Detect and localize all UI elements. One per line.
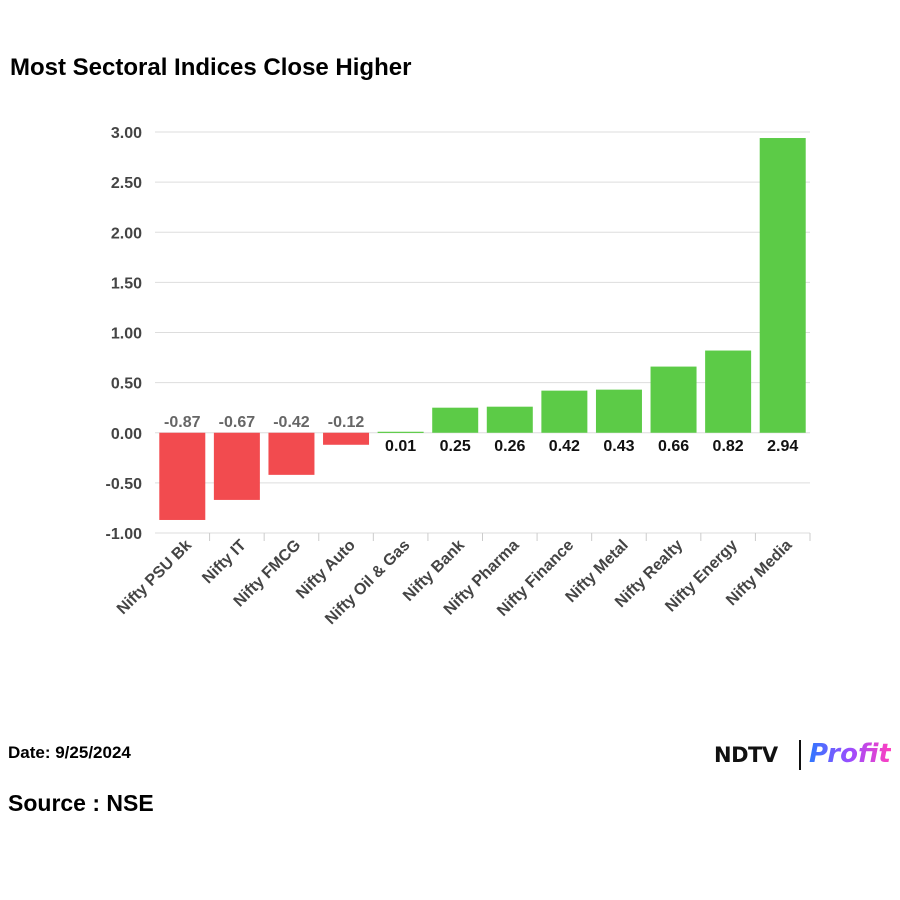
- y-tick-label: 3.00: [111, 125, 142, 142]
- bar-chart: 3.00 2.50 2.00 1.50 1.00 0.50 0.00 -0.50 -1.00 -0…: [106, 125, 811, 628]
- bar: [759, 138, 806, 433]
- y-tick-label: -0.50: [106, 476, 143, 493]
- y-tick-label: 2.00: [111, 225, 142, 242]
- data-label: -0.67: [219, 414, 256, 431]
- logo-product: Profit: [809, 739, 891, 769]
- data-label: -0.12: [328, 414, 365, 431]
- y-tick-label: 1.00: [111, 326, 142, 343]
- bar: [323, 432, 370, 445]
- bar: [650, 366, 697, 433]
- y-tick-label: 2.50: [111, 175, 142, 192]
- date-label: Date: 9/25/2024: [8, 743, 131, 762]
- bar: [213, 432, 260, 500]
- data-label: -0.87: [164, 414, 201, 431]
- source-label: Source : NSE: [8, 790, 154, 816]
- data-label: 2.94: [767, 438, 798, 455]
- data-label: 0.43: [603, 438, 634, 455]
- bar: [595, 389, 642, 433]
- data-label: 0.26: [494, 438, 525, 455]
- data-label: 0.01: [385, 438, 416, 455]
- logo-divider: [799, 740, 801, 770]
- x-tick-label: Nifty IT: [199, 537, 250, 588]
- bar: [541, 390, 588, 433]
- bar: [705, 350, 752, 433]
- bar: [486, 406, 533, 433]
- y-tick-label: -1.00: [106, 526, 143, 543]
- y-tick-label: 0.00: [111, 426, 142, 443]
- chart-title: Most Sectoral Indices Close Higher: [10, 54, 412, 81]
- bar: [268, 432, 315, 475]
- data-label: 0.25: [440, 438, 471, 455]
- y-tick-label: 1.50: [111, 275, 142, 292]
- ndtv-profit-logo: NDTV Profit: [714, 738, 894, 772]
- bar: [377, 431, 424, 433]
- data-label: 0.42: [549, 438, 580, 455]
- data-label: 0.82: [713, 438, 744, 455]
- bar: [432, 407, 479, 433]
- chart-svg: 3.00 2.50 2.00 1.50 1.00 0.50 0.00 -0.50 -1.00 -0…: [106, 125, 811, 628]
- data-label: -0.42: [273, 414, 310, 431]
- bar: [159, 432, 206, 520]
- x-tick-label: Nifty PSU Bk: [114, 537, 195, 618]
- logo-brand: NDTV: [714, 743, 778, 767]
- data-label: 0.66: [658, 438, 689, 455]
- y-tick-label: 0.50: [111, 376, 142, 393]
